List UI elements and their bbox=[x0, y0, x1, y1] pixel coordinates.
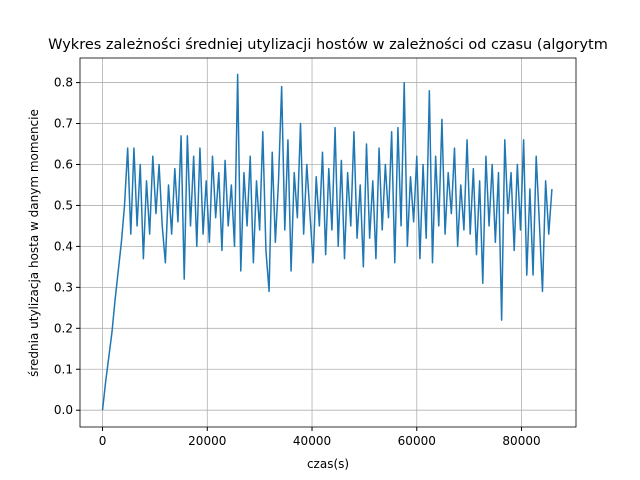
x-tick-label: 20000 bbox=[188, 434, 226, 448]
y-tick-label: 0.0 bbox=[54, 403, 73, 417]
y-tick-label: 0.1 bbox=[54, 362, 73, 376]
x-tick-label: 60000 bbox=[398, 434, 436, 448]
y-tick-label: 0.2 bbox=[54, 321, 73, 335]
data-line bbox=[101, 73, 553, 411]
y-tick-label: 0.3 bbox=[54, 280, 73, 294]
x-tick-label: 40000 bbox=[293, 434, 331, 448]
y-tick-label: 0.7 bbox=[54, 117, 73, 131]
y-tick-label: 0.8 bbox=[54, 76, 73, 90]
chart-title: Wykres zależności średniej utylizacji ho… bbox=[48, 37, 608, 53]
y-tick-label: 0.4 bbox=[54, 239, 73, 253]
x-tick-label: 0 bbox=[99, 434, 107, 448]
y-tick-label: 0.6 bbox=[54, 157, 73, 171]
x-axis-label: czas(s) bbox=[307, 457, 349, 471]
x-tick-label: 80000 bbox=[502, 434, 540, 448]
y-tick-label: 0.5 bbox=[54, 198, 73, 212]
y-axis-label: średnia utylizacja hosta w danym momenci… bbox=[27, 109, 41, 377]
plot-frame bbox=[79, 57, 577, 428]
